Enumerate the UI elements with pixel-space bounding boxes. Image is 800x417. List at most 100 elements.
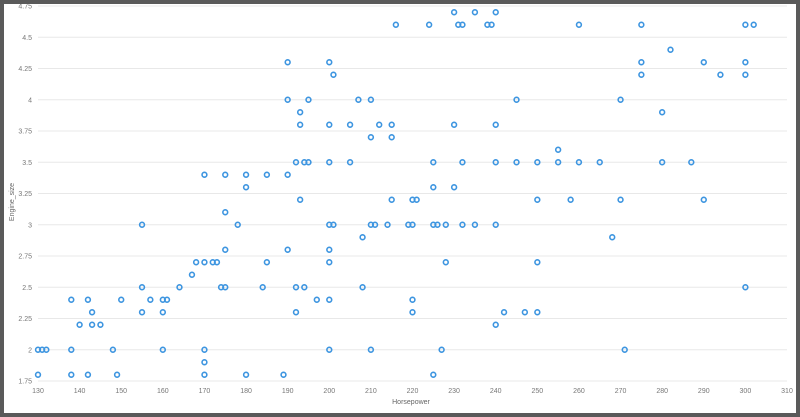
data-point bbox=[359, 234, 366, 241]
data-point bbox=[500, 309, 508, 316]
x-axis-ticks: 130 140 150 160 170 180 190 200 210 220 230 240 250 2… bbox=[32, 388, 793, 395]
data-point bbox=[609, 234, 616, 241]
data-point bbox=[450, 121, 458, 128]
data-point bbox=[113, 371, 121, 378]
data-point bbox=[326, 346, 333, 353]
data-point bbox=[284, 59, 291, 66]
data-point bbox=[534, 309, 541, 316]
data-point bbox=[43, 346, 50, 353]
data-point bbox=[222, 246, 229, 253]
data-point bbox=[201, 371, 208, 378]
data-point bbox=[201, 359, 208, 366]
data-point bbox=[567, 196, 574, 203]
data-point bbox=[409, 296, 416, 303]
data-point bbox=[438, 346, 445, 353]
data-point bbox=[392, 21, 400, 28]
data-point bbox=[409, 221, 416, 228]
data-point bbox=[471, 9, 479, 16]
data-point bbox=[742, 284, 749, 291]
x-tick-label: 200 bbox=[323, 388, 335, 395]
data-point bbox=[554, 159, 562, 166]
data-point bbox=[326, 59, 333, 66]
data-point bbox=[367, 134, 375, 141]
data-point bbox=[459, 159, 466, 166]
data-point bbox=[326, 159, 333, 166]
x-tick-label: 210 bbox=[365, 388, 377, 395]
data-point bbox=[34, 371, 42, 378]
x-tick-label: 190 bbox=[282, 388, 294, 395]
data-point bbox=[367, 346, 375, 353]
x-tick-label: 250 bbox=[531, 388, 543, 395]
data-point bbox=[292, 284, 300, 291]
data-point bbox=[147, 296, 154, 303]
x-tick-label: 310 bbox=[781, 388, 793, 395]
data-point bbox=[284, 96, 291, 103]
data-point bbox=[280, 371, 287, 378]
data-point bbox=[296, 121, 304, 128]
data-point bbox=[222, 284, 229, 291]
data-point bbox=[492, 121, 499, 128]
data-point bbox=[330, 221, 337, 228]
data-point bbox=[750, 21, 757, 28]
data-point bbox=[434, 221, 441, 228]
data-point bbox=[313, 296, 320, 303]
data-point bbox=[371, 221, 379, 228]
data-point bbox=[459, 21, 466, 28]
data-point bbox=[513, 96, 520, 103]
data-point bbox=[159, 309, 167, 316]
data-point bbox=[554, 146, 562, 153]
x-tick-label: 160 bbox=[157, 388, 169, 395]
data-point bbox=[263, 171, 271, 178]
x-tick-label: 270 bbox=[615, 388, 627, 395]
data-point bbox=[192, 259, 200, 266]
data-point bbox=[234, 221, 241, 228]
data-point bbox=[292, 309, 300, 316]
data-point bbox=[617, 196, 624, 203]
x-tick-label: 260 bbox=[573, 388, 585, 395]
data-point bbox=[346, 159, 354, 166]
data-point bbox=[222, 171, 229, 178]
data-point bbox=[513, 159, 520, 166]
data-point bbox=[442, 259, 449, 266]
data-point bbox=[459, 221, 466, 228]
data-point bbox=[138, 309, 146, 316]
data-point bbox=[263, 259, 271, 266]
gridlines bbox=[38, 5, 787, 382]
data-point bbox=[430, 371, 437, 378]
y-tick-label: 3 bbox=[28, 222, 32, 229]
data-point bbox=[88, 309, 96, 316]
x-tick-label: 220 bbox=[407, 388, 419, 395]
x-axis-title: Horsepower bbox=[392, 399, 430, 406]
data-point bbox=[326, 296, 333, 303]
data-point bbox=[492, 9, 499, 16]
x-tick-label: 230 bbox=[448, 388, 460, 395]
data-point bbox=[450, 184, 458, 191]
data-point bbox=[492, 159, 499, 166]
data-point bbox=[367, 96, 375, 103]
data-point bbox=[376, 121, 383, 128]
data-point bbox=[326, 259, 333, 266]
data-point bbox=[330, 71, 337, 78]
data-point bbox=[242, 171, 250, 178]
data-point bbox=[305, 159, 312, 166]
data-point bbox=[359, 284, 366, 291]
data-point bbox=[492, 321, 499, 328]
data-point bbox=[284, 171, 291, 178]
data-point bbox=[700, 196, 707, 203]
y-tick-label: 4.5 bbox=[22, 35, 32, 42]
data-point bbox=[638, 71, 645, 78]
data-point bbox=[109, 346, 117, 353]
data-point bbox=[68, 346, 75, 353]
data-point bbox=[84, 371, 92, 378]
y-tick-label: 1.75 bbox=[18, 379, 32, 386]
y-tick-label: 2.25 bbox=[18, 316, 32, 323]
data-points bbox=[34, 9, 757, 378]
data-point bbox=[742, 71, 749, 78]
data-point bbox=[176, 284, 183, 291]
data-point bbox=[284, 246, 291, 253]
data-point bbox=[76, 321, 83, 328]
y-tick-label: 3.75 bbox=[18, 129, 32, 136]
data-point bbox=[575, 21, 583, 28]
x-tick-label: 170 bbox=[199, 388, 211, 395]
data-point bbox=[68, 371, 75, 378]
